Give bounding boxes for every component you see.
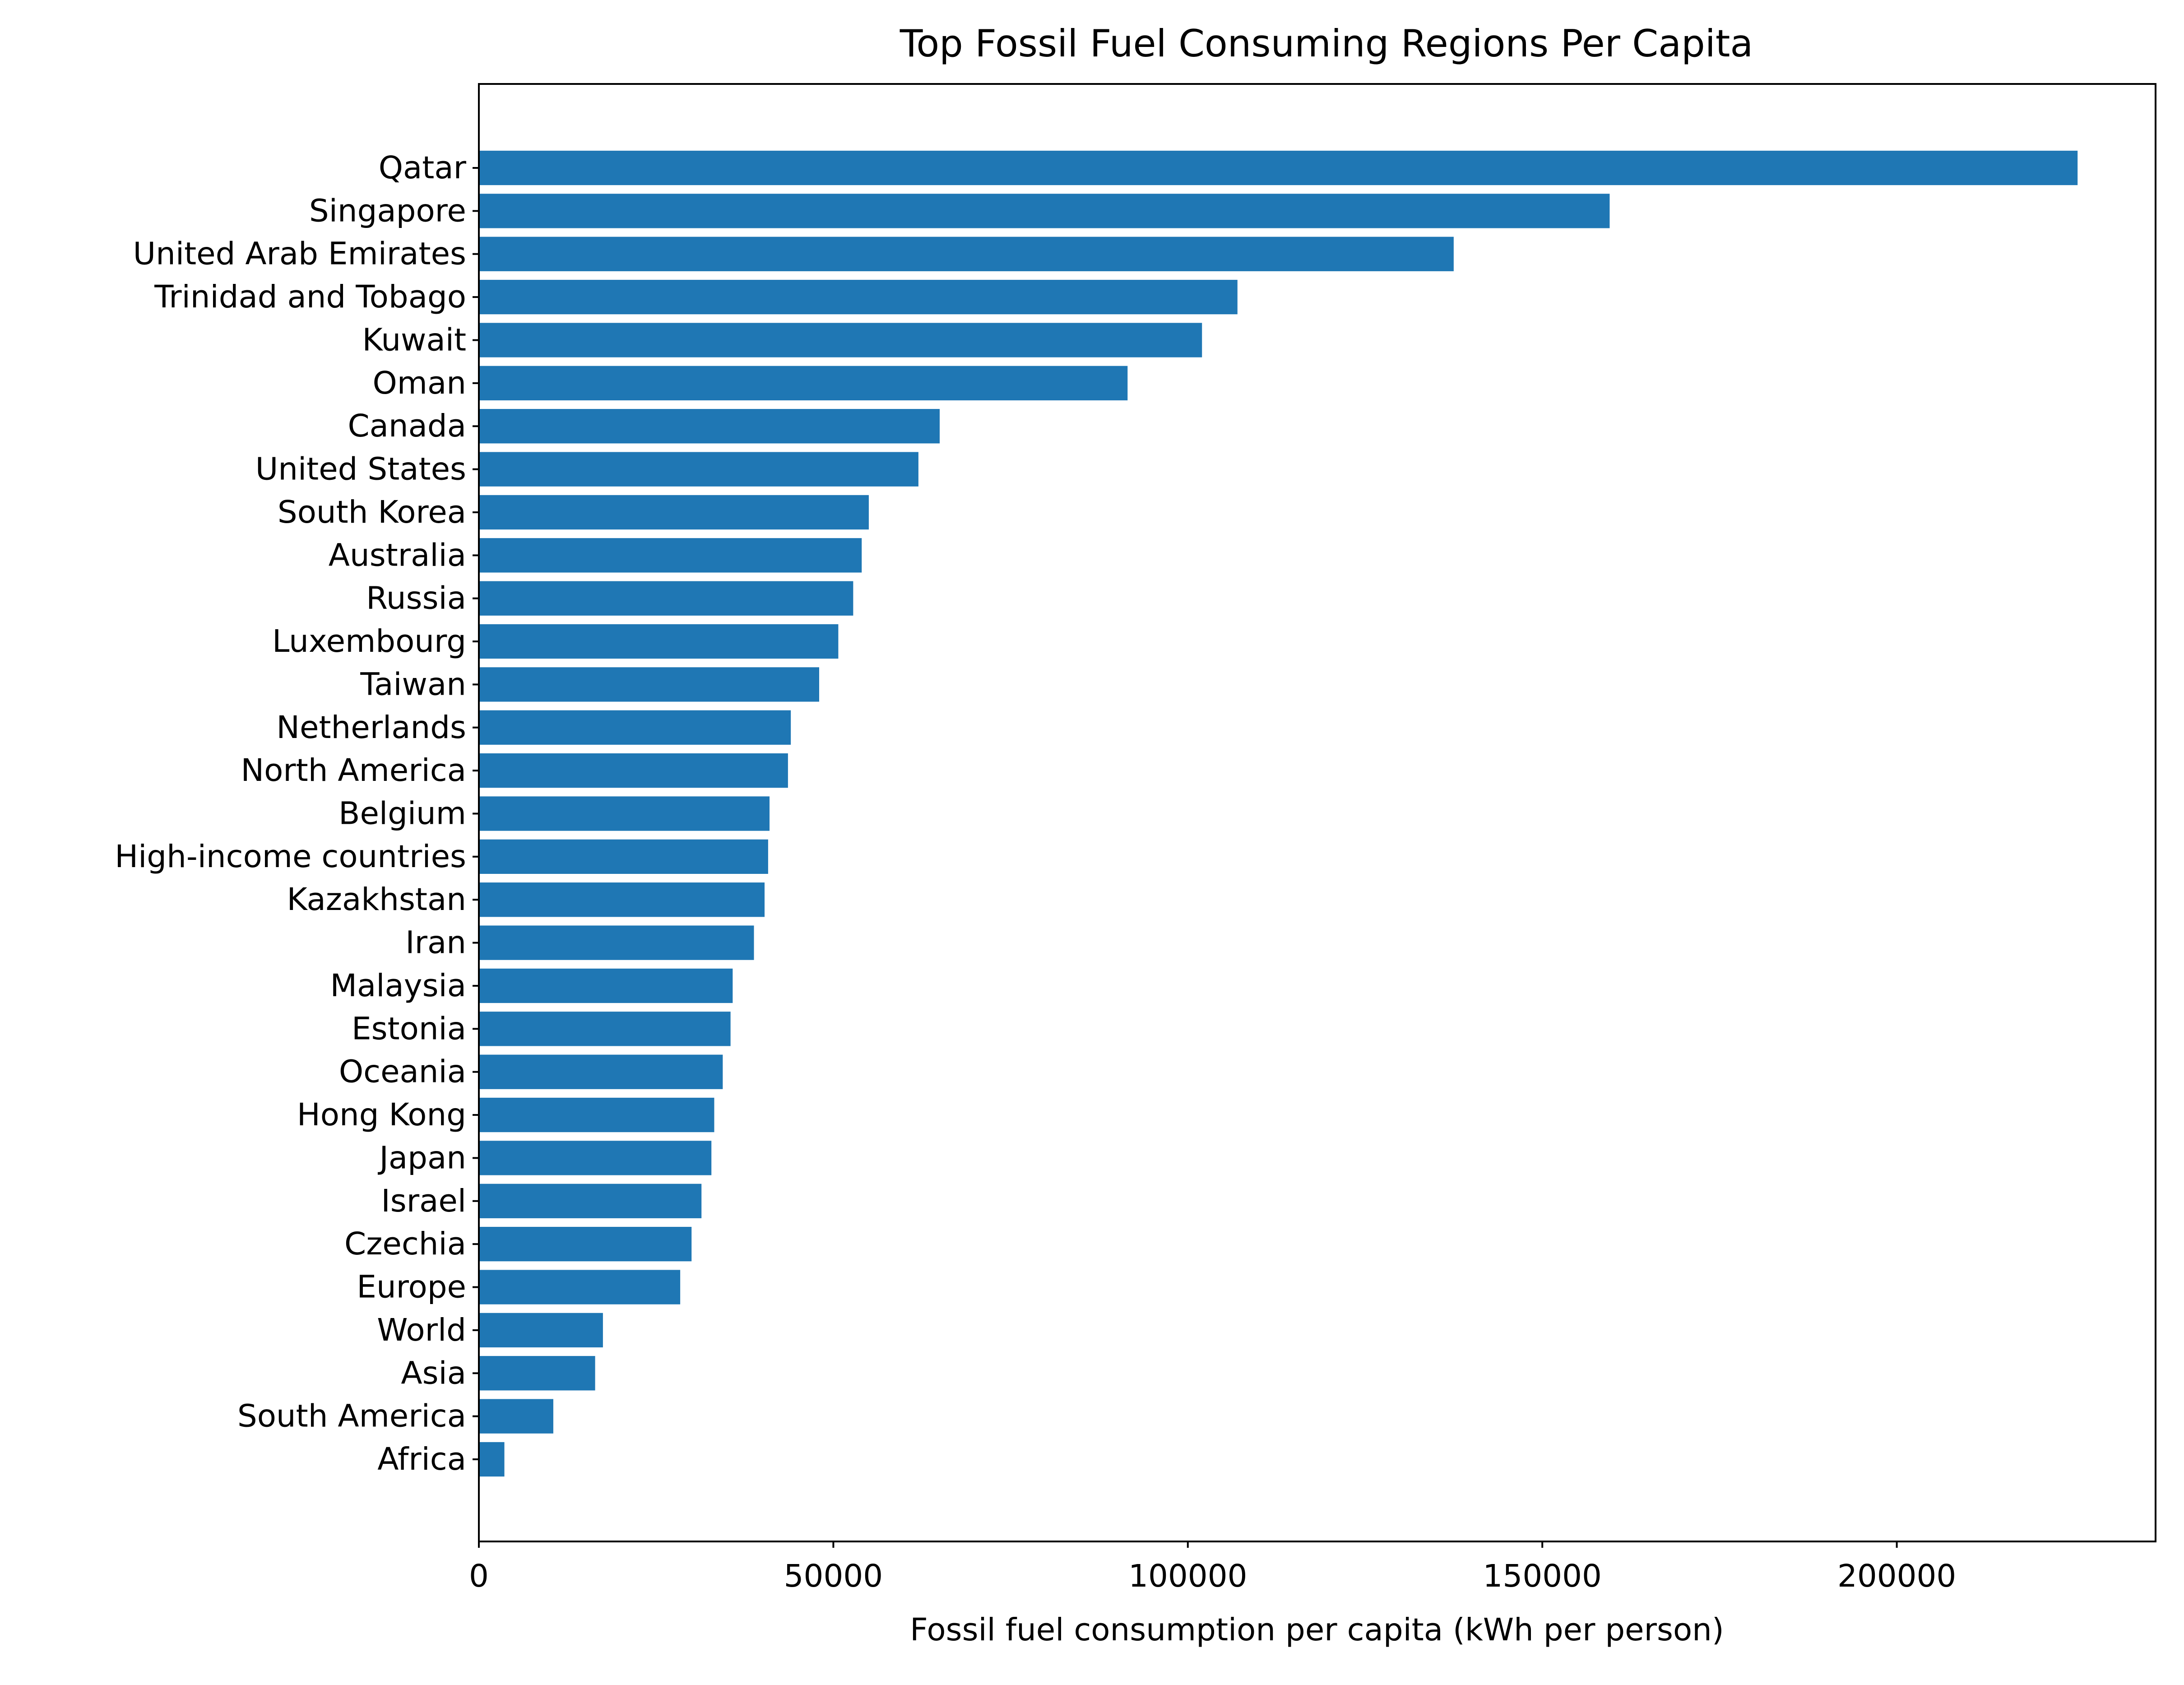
- y-tick-label: Luxembourg: [272, 623, 466, 659]
- bar-australia: [479, 538, 862, 573]
- bar-taiwan: [479, 667, 819, 702]
- y-tick-label: Czechia: [344, 1226, 466, 1262]
- bar-trinidad-and-tobago: [479, 279, 1238, 315]
- y-tick-label: Africa: [377, 1441, 466, 1477]
- plot-frame: [478, 83, 2156, 1542]
- y-tick-label: United Arab Emirates: [133, 236, 466, 272]
- x-axis-ticks: 0 50000 100000 150000 200000: [469, 1541, 1956, 1594]
- y-tick-label: South Korea: [278, 494, 466, 530]
- y-tick-label: Russia: [366, 580, 466, 617]
- bar-russia: [479, 581, 853, 616]
- bar-singapore: [479, 194, 1610, 228]
- y-tick-label: Qatar: [379, 150, 467, 186]
- y-tick-label: South America: [237, 1398, 466, 1434]
- y-axis-ticks: Qatar Singapore United Arab Emirates Trinid…: [115, 150, 479, 1477]
- x-tick-label: 150000: [1483, 1558, 1602, 1594]
- bar-world: [479, 1313, 603, 1348]
- bar-north-america: [479, 753, 788, 788]
- y-tick-label: Iran: [405, 925, 466, 961]
- y-tick-label: North America: [241, 752, 466, 789]
- bars-layer: [479, 150, 2078, 1477]
- y-tick-label: Belgium: [338, 796, 466, 832]
- y-tick-label: Japan: [378, 1140, 466, 1176]
- y-tick-label: Kazakhstan: [287, 882, 466, 918]
- bar-europe: [479, 1270, 681, 1304]
- bar-qatar: [479, 150, 2078, 186]
- bar-south-korea: [479, 495, 869, 530]
- bar-israel: [479, 1184, 702, 1218]
- bar-high-income-countries: [479, 839, 768, 874]
- bar-oman: [479, 366, 1128, 400]
- y-tick-label: Israel: [381, 1183, 466, 1219]
- x-tick-label: 100000: [1128, 1558, 1247, 1594]
- y-tick-label: Estonia: [352, 1011, 466, 1047]
- bar-malaysia: [479, 968, 733, 1003]
- y-tick-label: Oman: [372, 365, 466, 401]
- bar-estonia: [479, 1012, 731, 1046]
- y-tick-label: Netherlands: [276, 710, 466, 746]
- bar-belgium: [479, 796, 770, 831]
- bar-kuwait: [479, 323, 1202, 357]
- bar-africa: [479, 1442, 505, 1477]
- bar-netherlands: [479, 710, 791, 745]
- bar-united-arab-emirates: [479, 237, 1454, 271]
- bar-japan: [479, 1141, 712, 1175]
- bar-kazakhstan: [479, 882, 765, 917]
- y-tick-label: World: [377, 1312, 466, 1348]
- bar-asia: [479, 1356, 595, 1391]
- bar-czechia: [479, 1227, 692, 1262]
- y-tick-label: Kuwait: [362, 322, 466, 358]
- y-tick-label: High-income countries: [115, 839, 466, 875]
- y-tick-label: Singapore: [309, 193, 466, 229]
- x-tick-label: 50000: [784, 1558, 883, 1594]
- y-tick-label: Europe: [357, 1269, 466, 1305]
- y-tick-label: United States: [255, 451, 466, 487]
- bar-south-america: [479, 1399, 553, 1434]
- y-tick-label: Taiwan: [360, 666, 466, 702]
- bar-hong-kong: [479, 1097, 714, 1133]
- y-tick-label: Trinidad and Tobago: [154, 279, 466, 315]
- x-tick-label: 0: [469, 1558, 489, 1594]
- bar-luxembourg: [479, 624, 839, 659]
- chart-title: Top Fossil Fuel Consuming Regions Per Ca…: [900, 22, 1753, 65]
- y-tick-label: Asia: [401, 1355, 466, 1391]
- bar-oceania: [479, 1054, 723, 1089]
- y-tick-label: Malaysia: [330, 968, 466, 1004]
- bar-united-states: [479, 452, 918, 487]
- y-tick-label: Canada: [348, 408, 466, 444]
- y-tick-label: Australia: [329, 537, 466, 573]
- y-tick-label: Hong Kong: [297, 1097, 466, 1133]
- bar-canada: [479, 409, 940, 444]
- x-tick-label: 200000: [1837, 1558, 1956, 1594]
- bar-iran: [479, 925, 754, 960]
- y-tick-label: Oceania: [339, 1054, 466, 1090]
- x-axis-title: Fossil fuel consumption per capita (kWh …: [910, 1612, 1724, 1648]
